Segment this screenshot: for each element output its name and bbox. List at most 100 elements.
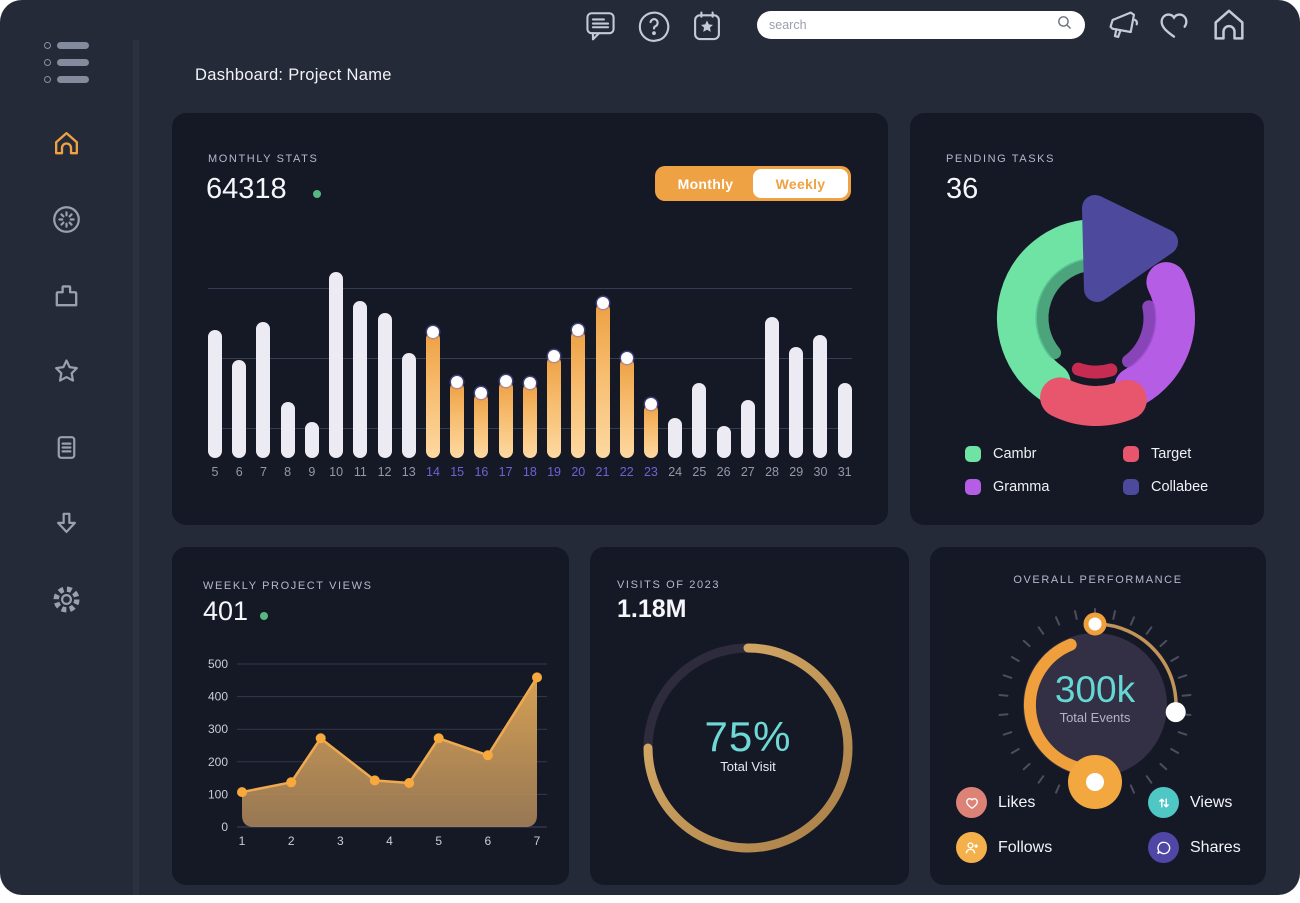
x-tick-label: 27	[740, 465, 755, 479]
weekly-views-card: WEEKLY PROJECT VIEWS 401 500 400 300 200 100…	[172, 547, 569, 885]
calendar-star-icon[interactable]	[690, 9, 724, 44]
bar	[256, 322, 271, 458]
visits-card: VISITS OF 2023 1.18M 75% Total Visit	[590, 547, 909, 885]
legend-item: Gramma	[965, 479, 1123, 495]
legend-label: Shares	[1190, 838, 1241, 856]
star-icon	[51, 356, 82, 392]
x-tick-label: 20	[571, 465, 586, 479]
menu-bar	[57, 76, 89, 83]
bar	[668, 418, 683, 458]
svg-text:300: 300	[208, 722, 228, 736]
chat-icon[interactable]	[584, 9, 617, 45]
legend-item: Views	[1148, 787, 1241, 818]
x-tick-label: 28	[765, 465, 779, 479]
svg-text:200: 200	[208, 755, 228, 769]
svg-text:6: 6	[485, 834, 492, 848]
loader-icon	[51, 204, 82, 240]
bar	[619, 352, 634, 458]
bar-dot	[475, 387, 488, 399]
bar	[329, 272, 344, 458]
sidebar-item-documents[interactable]	[39, 422, 95, 478]
legend-swatch	[1123, 479, 1139, 495]
status-dot	[313, 190, 321, 198]
visits-caption: Total Visit	[720, 759, 776, 774]
toggle-monthly-button[interactable]: Monthly	[658, 169, 753, 198]
x-tick-label: 6	[235, 465, 243, 479]
x-tick-label: 23	[643, 465, 658, 479]
bar	[401, 353, 416, 458]
legend-item: Likes	[956, 787, 1148, 818]
help-icon[interactable]	[637, 9, 671, 46]
bar-dot	[596, 297, 609, 309]
visits-progress-ring	[643, 643, 853, 853]
sidebar-item-downloads[interactable]	[39, 498, 95, 554]
svg-text:5: 5	[435, 834, 442, 848]
bar-dot	[426, 326, 439, 338]
sidebar-item-projects[interactable]	[39, 270, 95, 326]
bar-dot	[620, 352, 633, 364]
bar	[522, 377, 537, 458]
chat-bubble-icon	[1148, 832, 1179, 863]
bar	[837, 383, 852, 458]
bar	[740, 400, 755, 458]
visits-percent: 75%	[704, 713, 792, 760]
menu-row	[44, 59, 96, 66]
search-input[interactable]	[769, 18, 1056, 32]
svg-text:2: 2	[288, 834, 295, 848]
period-toggle: Monthly Weekly	[655, 166, 851, 201]
legend-label: Target	[1151, 446, 1192, 462]
x-tick-label: 29	[789, 465, 804, 479]
sidebar-item-activity[interactable]	[39, 194, 95, 250]
sidebar-item-favorites[interactable]	[39, 346, 95, 402]
legend-label: Follows	[998, 838, 1053, 856]
menu-list-icon[interactable]	[44, 42, 96, 94]
bag-icon	[51, 280, 82, 316]
bar	[716, 426, 731, 458]
x-tick-label: 25	[692, 465, 707, 479]
person-add-icon	[956, 832, 987, 863]
x-tick-label: 21	[595, 465, 610, 479]
bar	[450, 376, 465, 458]
sidebar-item-home[interactable]	[39, 118, 95, 174]
bar	[208, 330, 222, 458]
card-label: WEEKLY PROJECT VIEWS	[203, 580, 373, 592]
legend-item: Collabee	[1123, 479, 1208, 495]
bar	[377, 313, 392, 458]
svg-text:4: 4	[386, 834, 393, 848]
gauge-caption: Total Events	[1059, 710, 1131, 725]
x-tick-label: 19	[547, 465, 562, 479]
x-tick-label: 9	[308, 465, 316, 479]
x-tick-label: 24	[668, 465, 683, 479]
performance-gauge	[998, 608, 1192, 809]
toggle-weekly-button[interactable]: Weekly	[753, 169, 848, 198]
heart-icon[interactable]	[1156, 9, 1192, 41]
monthly-bars	[208, 265, 852, 458]
gauge-value: 300k	[1054, 669, 1136, 710]
x-tick-label: 5	[211, 465, 219, 479]
menu-dot	[44, 42, 51, 49]
legend-label: Views	[1190, 793, 1233, 811]
search-icon[interactable]	[1056, 14, 1073, 36]
megaphone-icon[interactable]	[1105, 7, 1143, 43]
weekly-views-value: 401	[203, 596, 249, 626]
monthly-stats-card: MONTHLY STATS 64318 Monthly Weekly 5 6 7 8 9…	[172, 113, 888, 525]
bar-dot	[548, 350, 561, 362]
sidebar-nav	[0, 118, 133, 650]
home-icon[interactable]	[1209, 5, 1249, 45]
menu-bar	[57, 59, 89, 66]
sidebar-divider	[133, 40, 139, 895]
sidebar-item-settings[interactable]	[39, 574, 95, 630]
heart-icon	[956, 787, 987, 818]
legend-swatch	[965, 446, 981, 462]
bar	[232, 360, 247, 458]
legend-item: Cambr	[965, 446, 1123, 462]
x-tick-label: 13	[401, 465, 416, 479]
bar	[765, 317, 780, 458]
bar	[280, 402, 295, 458]
x-tick-label: 26	[716, 465, 731, 479]
bar	[353, 301, 368, 458]
bar	[643, 398, 658, 458]
x-tick-label: 7	[259, 465, 267, 479]
bar-dot	[499, 375, 512, 387]
page-title: Dashboard: Project Name	[195, 66, 392, 84]
